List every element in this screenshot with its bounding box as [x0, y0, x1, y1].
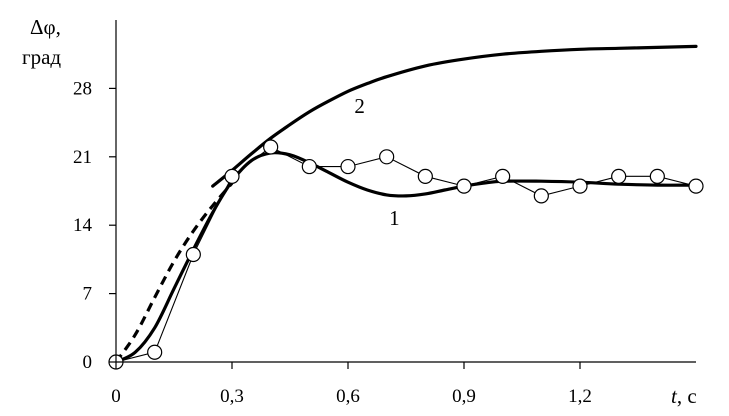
y-axis-title-unit: град: [22, 45, 61, 69]
y-tick-label-3: 21: [73, 147, 92, 168]
series-3-point-2: [185, 246, 201, 263]
series-3-point-12: [572, 178, 588, 194]
x-tick-label-4: 1,2: [568, 386, 592, 407]
x-axis-title: t, с: [671, 384, 697, 408]
x-ticks: [115, 362, 581, 369]
series-3-point-10: [495, 168, 511, 184]
x-tick-label-0: 0: [111, 386, 121, 407]
y-axis-title-symbol: Δφ,: [30, 15, 61, 39]
y-tick-label-0: 0: [83, 352, 93, 373]
y-ticks: [109, 87, 116, 363]
x-tick-label-1: 0,3: [220, 386, 244, 407]
series-3-point-3: [224, 168, 240, 184]
x-tick-label-2: 0,6: [336, 386, 360, 407]
x-tick-label-3: 0,9: [452, 386, 476, 407]
series-3-line: [115, 146, 697, 363]
series-3-point-7: [379, 149, 395, 165]
y-tick-label-1: 7: [83, 284, 93, 305]
series-3-point-11: [533, 188, 549, 204]
series-3-point-14: [649, 168, 665, 184]
curves-layer: [114, 44, 698, 364]
series-3-point-6: [340, 158, 356, 175]
series-3-point-4: [263, 139, 279, 155]
x-axis-title-var: t: [671, 384, 678, 408]
y-tick-label-4: 28: [73, 78, 92, 99]
y-tick-label-2: 14: [73, 215, 93, 236]
series-3-point-13: [611, 168, 627, 184]
series-3-point-8: [417, 168, 433, 184]
series-0-curve: [114, 150, 698, 364]
series-2-curve: [114, 182, 234, 363]
series-3-point-15: [688, 178, 704, 194]
x-axis-title-unit: , с: [677, 384, 697, 408]
series-3-point-5: [301, 158, 317, 175]
markers-layer: [108, 139, 704, 370]
series-3-point-9: [456, 178, 472, 194]
series-1-curve: [211, 44, 698, 188]
series-3-point-1: [147, 344, 163, 360]
curve-label-1: 1: [389, 206, 400, 230]
curve-label-2: 2: [354, 94, 365, 118]
